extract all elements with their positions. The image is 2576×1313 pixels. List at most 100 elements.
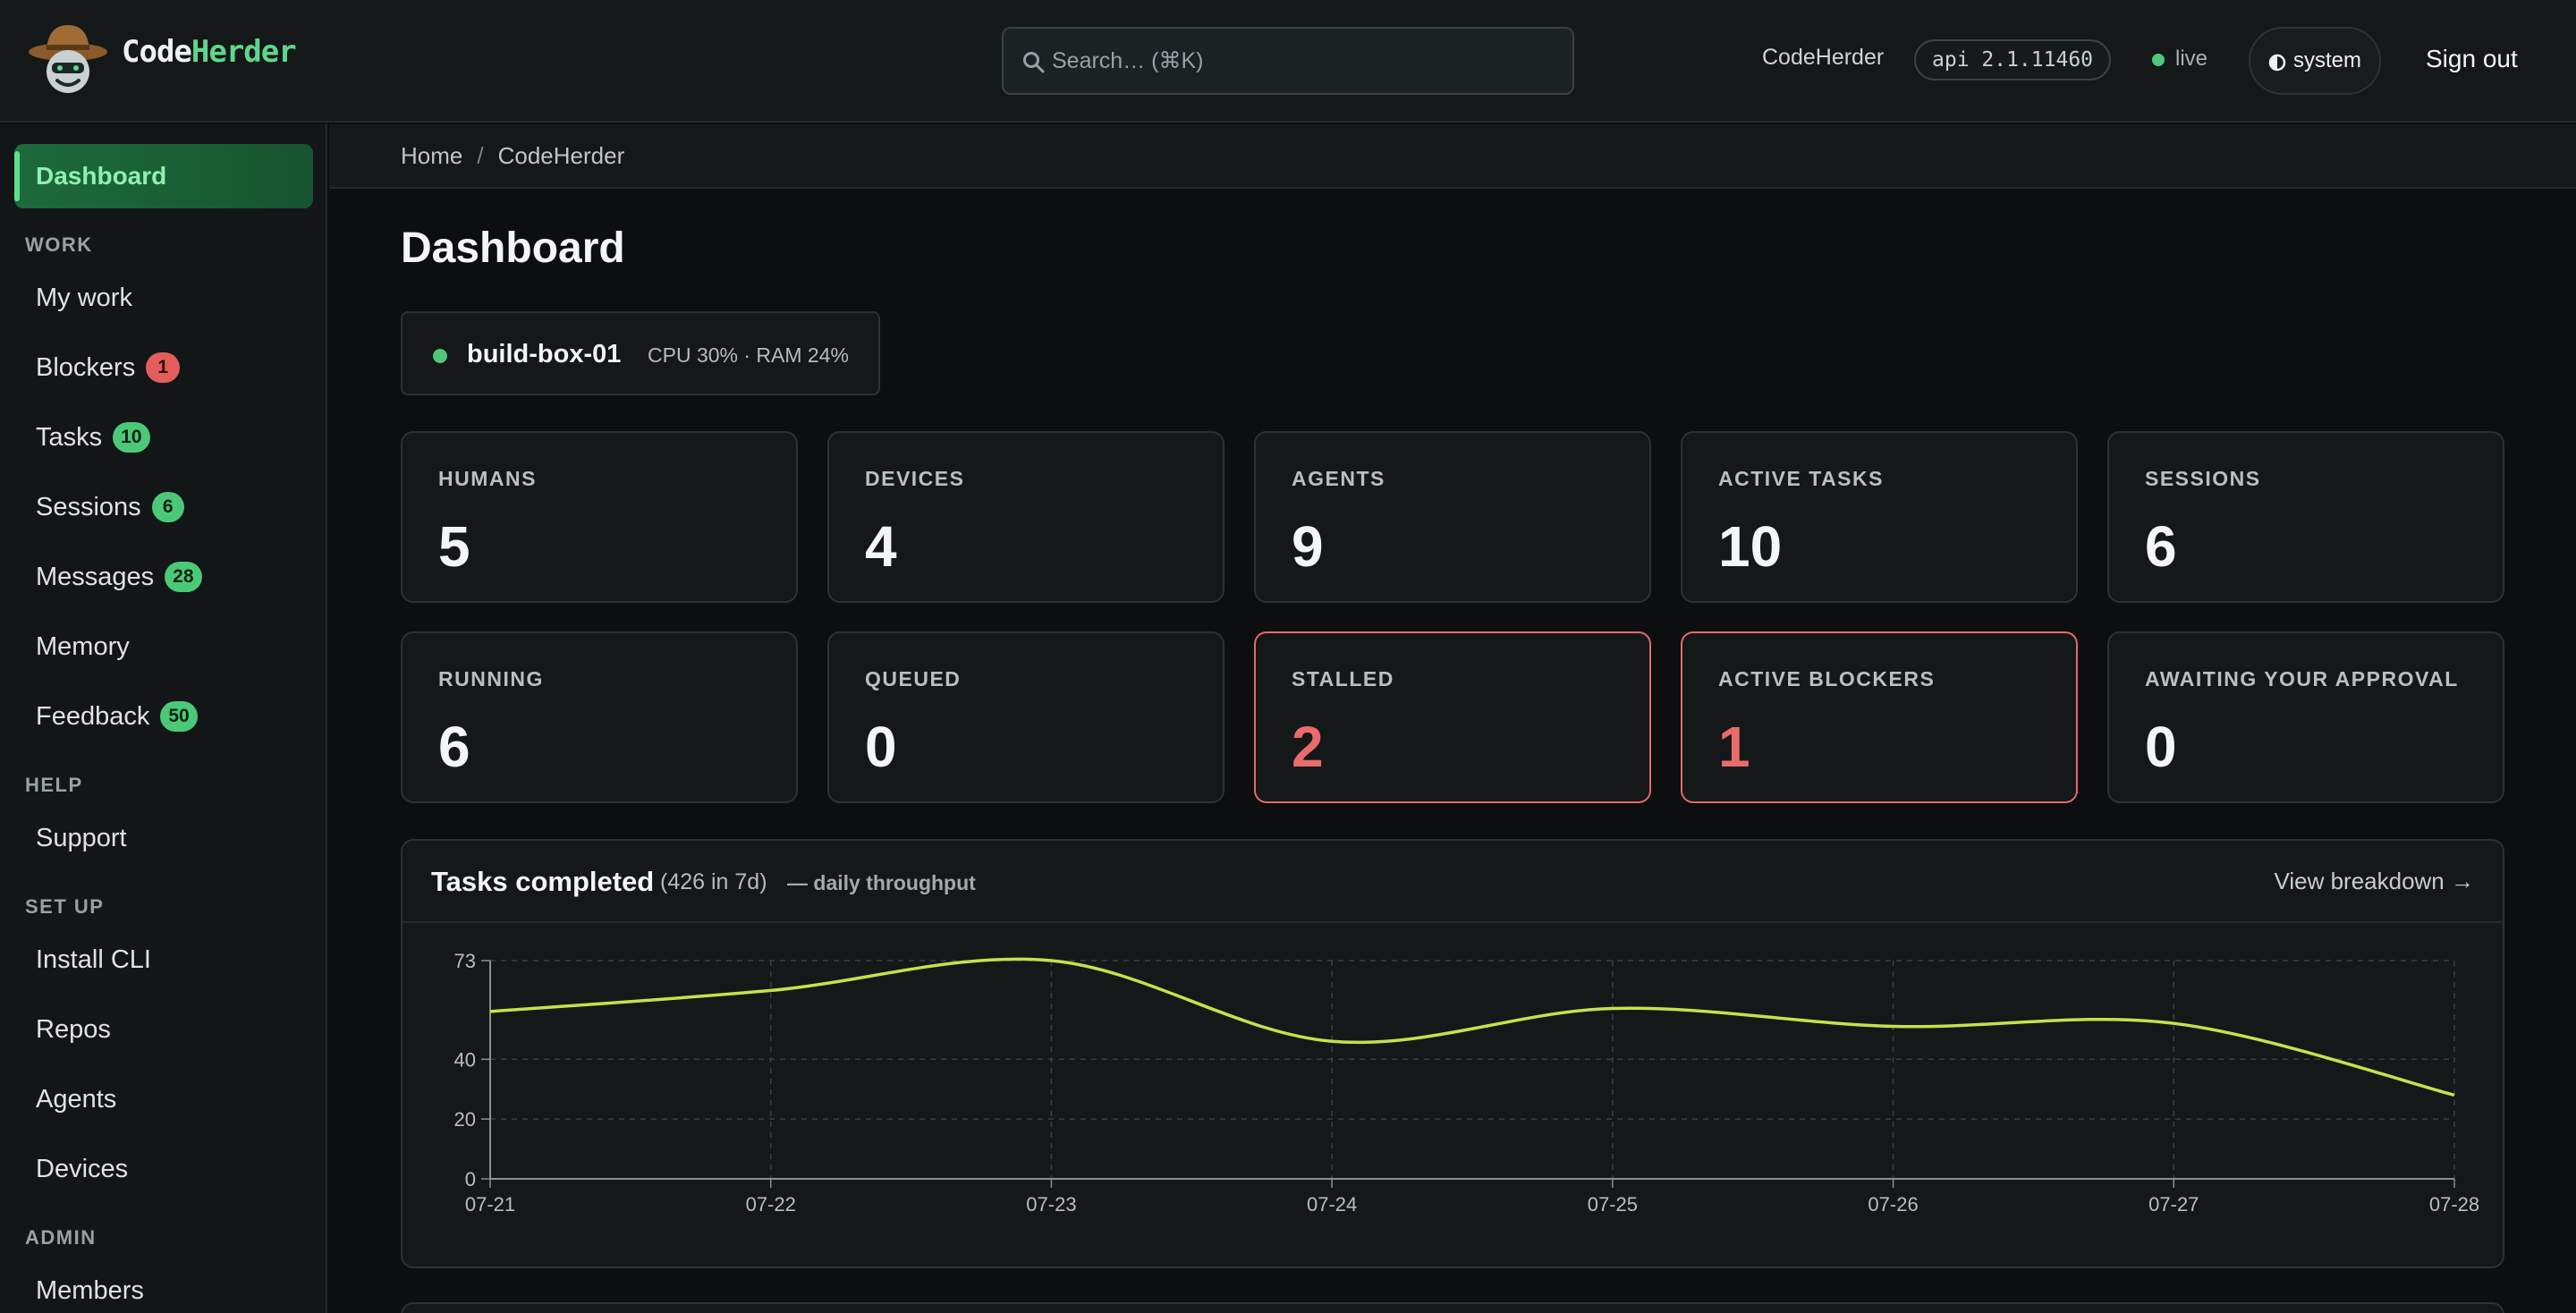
sidebar-item-repos[interactable]: Repos xyxy=(14,997,313,1062)
stat-card-queued[interactable]: QUEUED 0 xyxy=(827,631,1224,803)
stat-value: 9 xyxy=(1292,514,1324,579)
stat-card-active-blockers[interactable]: ACTIVE BLOCKERS 1 xyxy=(1681,631,2078,803)
top-bar: CodeHerder CodeHerder api 2.1.11460 live… xyxy=(0,0,2576,123)
sidebar-item-blockers[interactable]: Blockers 1 xyxy=(14,335,313,400)
sidebar-item-sessions[interactable]: Sessions 6 xyxy=(14,475,313,539)
page-title: Dashboard xyxy=(401,224,625,272)
series-line xyxy=(489,957,2455,1097)
sidebar-item-label: Install CLI xyxy=(36,945,151,974)
chart-title: Tasks completed xyxy=(431,866,655,897)
host-name: build-box-01 xyxy=(467,340,622,368)
next-card-edge xyxy=(401,1302,2504,1313)
sidebar: Dashboard WORK My work Blockers 1 Tasks 10… xyxy=(0,124,327,1313)
stat-card-awaiting-approval[interactable]: AWAITING YOUR APPROVAL 0 xyxy=(2107,631,2504,803)
sidebar-item-label: Blockers xyxy=(36,352,136,382)
stat-value: 5 xyxy=(438,514,470,579)
stat-card-running[interactable]: RUNNING 6 xyxy=(401,631,798,803)
x-tick-label: 07-28 xyxy=(2429,1193,2479,1216)
chart-count: (426 in 7d) xyxy=(660,869,767,894)
breadcrumb-current: CodeHerder xyxy=(497,142,625,169)
sidebar-item-label: My work xyxy=(36,283,132,312)
sidebar-section-admin: ADMIN xyxy=(25,1226,97,1249)
x-tick-label: 07-22 xyxy=(746,1193,796,1216)
x-tick-label: 07-26 xyxy=(1868,1193,1918,1216)
sessions-count-badge: 6 xyxy=(151,492,184,522)
breadcrumb-separator: / xyxy=(477,142,484,169)
search-icon xyxy=(1023,52,1045,73)
x-tick-label: 07-24 xyxy=(1307,1193,1357,1216)
breadcrumb: Home / CodeHerder xyxy=(401,142,624,170)
stat-value: 0 xyxy=(865,715,897,779)
theme-toggle-button[interactable]: system xyxy=(2249,27,2381,95)
x-tick-label: 07-25 xyxy=(1588,1193,1638,1216)
sidebar-item-feedback[interactable]: Feedback 50 xyxy=(14,684,313,749)
y-tick-label: 0 xyxy=(465,1168,476,1190)
sidebar-item-label: Tasks xyxy=(36,422,103,452)
stat-card-agents[interactable]: AGENTS 9 xyxy=(1254,431,1651,603)
stat-label: RUNNING xyxy=(438,667,544,690)
chart-subtitle: — daily throughput xyxy=(787,871,976,894)
sidebar-item-label: Dashboard xyxy=(36,162,167,190)
sidebar-section-work: WORK xyxy=(25,233,93,256)
stat-label: HUMANS xyxy=(438,467,537,490)
sidebar-item-memory[interactable]: Memory xyxy=(14,614,313,679)
stat-value: 0 xyxy=(2145,715,2177,779)
sign-out-label: Sign out xyxy=(2426,45,2518,72)
theme-label: system xyxy=(2293,48,2362,72)
messages-count-badge: 28 xyxy=(165,562,202,592)
tasks-completed-card: Tasks completed (426 in 7d) — daily thro… xyxy=(401,839,2504,1268)
x-tick-label: 07-21 xyxy=(465,1193,515,1216)
chart-card-header: Tasks completed (426 in 7d) — daily thro… xyxy=(402,841,2503,923)
stat-label: ACTIVE TASKS xyxy=(1718,467,1884,490)
search-input[interactable] xyxy=(1052,30,1562,91)
sidebar-item-members[interactable]: Members xyxy=(14,1258,313,1313)
feedback-count-badge: 50 xyxy=(160,701,198,732)
stat-card-humans[interactable]: HUMANS 5 xyxy=(401,431,798,603)
stat-card-stalled[interactable]: STALLED 2 xyxy=(1254,631,1651,803)
sidebar-item-support[interactable]: Support xyxy=(14,806,313,870)
stat-card-active-tasks[interactable]: ACTIVE TASKS 10 xyxy=(1681,431,2078,603)
sidebar-section-setup: SET UP xyxy=(25,895,105,918)
stat-label: SESSIONS xyxy=(2145,467,2261,490)
stat-card-devices[interactable]: DEVICES 4 xyxy=(827,431,1224,603)
sidebar-item-agents[interactable]: Agents xyxy=(14,1067,313,1131)
stat-value: 1 xyxy=(1718,715,1750,779)
stat-card-sessions[interactable]: SESSIONS 6 xyxy=(2107,431,2504,603)
stat-value: 6 xyxy=(2145,514,2177,579)
stat-label: AGENTS xyxy=(1292,467,1385,490)
sidebar-item-my-work[interactable]: My work xyxy=(14,266,313,330)
sidebar-item-label: Memory xyxy=(36,631,130,661)
sidebar-item-tasks[interactable]: Tasks 10 xyxy=(14,405,313,470)
sidebar-item-label: Support xyxy=(36,823,127,852)
stat-label: ACTIVE BLOCKERS xyxy=(1718,667,1936,690)
brand-name[interactable]: CodeHerder xyxy=(122,34,297,70)
half-circle-theme-icon xyxy=(2268,54,2286,72)
sidebar-section-help: HELP xyxy=(25,774,83,796)
stat-value: 2 xyxy=(1292,715,1324,779)
stat-label: AWAITING YOUR APPROVAL xyxy=(2145,667,2459,690)
sidebar-item-label: Members xyxy=(36,1275,144,1305)
host-resource-stats: CPU 30% · RAM 24% xyxy=(648,343,849,367)
sign-out-button[interactable]: Sign out xyxy=(2410,27,2535,95)
sidebar-item-install-cli[interactable]: Install CLI xyxy=(14,928,313,992)
sidebar-item-label: Agents xyxy=(36,1084,117,1114)
org-name[interactable]: CodeHerder xyxy=(1762,45,1885,70)
y-tick-label: 40 xyxy=(454,1048,476,1071)
search-box[interactable] xyxy=(1002,27,1574,95)
breadcrumb-home-link[interactable]: Home xyxy=(401,142,463,169)
sidebar-item-dashboard[interactable]: Dashboard xyxy=(14,144,313,208)
stat-label: QUEUED xyxy=(865,667,962,690)
brand-part-code: Code xyxy=(122,34,192,70)
view-breakdown-link[interactable]: View breakdown → xyxy=(2274,868,2474,894)
cowboy-logo-icon[interactable] xyxy=(27,20,109,102)
api-version-badge: api 2.1.11460 xyxy=(1914,39,2112,80)
sidebar-item-label: Devices xyxy=(36,1154,129,1183)
x-tick-label: 07-27 xyxy=(2148,1193,2199,1216)
host-status-card[interactable]: build-box-01 CPU 30% · RAM 24% xyxy=(401,311,880,395)
x-tick-label: 07-23 xyxy=(1026,1193,1076,1216)
brand-part-herder: Herder xyxy=(191,34,297,70)
stat-label: DEVICES xyxy=(865,467,965,490)
sidebar-item-messages[interactable]: Messages 28 xyxy=(14,545,313,609)
stat-value: 10 xyxy=(1718,514,1783,579)
sidebar-item-devices[interactable]: Devices xyxy=(14,1137,313,1201)
